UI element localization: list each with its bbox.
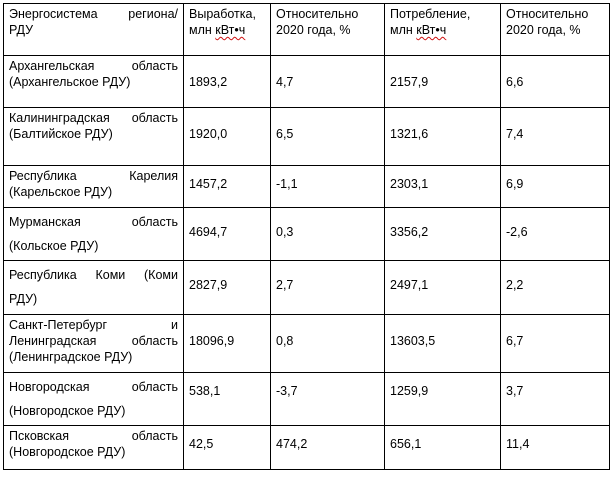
production-cell: 1920,0 [183, 107, 271, 166]
consumption-cell: 2497,1 [384, 260, 501, 315]
table-row: Республика Карелия (Карельское РДУ) 1457… [3, 165, 610, 208]
header-cell-production: Выработка, млн кВт•ч [183, 3, 271, 56]
consumption-change-cell: 6,7 [500, 314, 610, 373]
region-cell: Республика Коми (Коми РДУ) [3, 260, 184, 315]
production-cell: 42,5 [183, 425, 271, 470]
production-cell: 538,1 [183, 372, 271, 426]
consumption-change-cell: -2,6 [500, 207, 610, 261]
consumption-change-cell: 6,6 [500, 55, 610, 108]
consumption-cell: 3356,2 [384, 207, 501, 261]
production-change-cell: -1,1 [270, 165, 385, 208]
consumption-cell: 656,1 [384, 425, 501, 470]
production-change-cell: -3,7 [270, 372, 385, 426]
region-cell: Республика Карелия (Карельское РДУ) [3, 165, 184, 208]
production-cell: 1457,2 [183, 165, 271, 208]
header-row: Энергосистема региона/ РДУ Выработка, мл… [3, 3, 610, 56]
header-cell-region: Энергосистема региона/ РДУ [3, 3, 184, 56]
consumption-cell: 13603,5 [384, 314, 501, 373]
table-row: Новгородская область (Новгородское РДУ) … [3, 372, 610, 426]
region-cell: Псковская область (Новгородское РДУ) [3, 425, 184, 470]
energy-table: Энергосистема региона/ РДУ Выработка, мл… [3, 3, 610, 470]
production-change-cell: 2,7 [270, 260, 385, 315]
table-row: Мурманская область (Кольское РДУ) 4694,7… [3, 207, 610, 261]
table-row: Псковская область (Новгородское РДУ) 42,… [3, 425, 610, 470]
region-cell: Архангельская область (Архангельское РДУ… [3, 55, 184, 108]
header-cell-consumption: Потребление, млн кВт•ч [384, 3, 501, 56]
consumption-cell: 1259,9 [384, 372, 501, 426]
production-cell: 2827,9 [183, 260, 271, 315]
consumption-change-cell: 2,2 [500, 260, 610, 315]
consumption-change-cell: 7,4 [500, 107, 610, 166]
region-cell: Новгородская область (Новгородское РДУ) [3, 372, 184, 426]
table-row: Санкт-Петербург и Ленинградская область … [3, 314, 610, 373]
production-change-cell: 0,3 [270, 207, 385, 261]
production-change-cell: 4,7 [270, 55, 385, 108]
production-change-cell: 6,5 [270, 107, 385, 166]
production-change-cell: 474,2 [270, 425, 385, 470]
header-cell-consumption-change: Относительно 2020 года, % [500, 3, 610, 56]
production-cell: 18096,9 [183, 314, 271, 373]
consumption-cell: 2303,1 [384, 165, 501, 208]
production-cell: 4694,7 [183, 207, 271, 261]
table-row: Калининградская область (Балтийское РДУ)… [3, 107, 610, 166]
consumption-change-cell: 6,9 [500, 165, 610, 208]
header-cell-production-change: Относительно 2020 года, % [270, 3, 385, 56]
consumption-cell: 2157,9 [384, 55, 501, 108]
consumption-change-cell: 3,7 [500, 372, 610, 426]
consumption-change-cell: 11,4 [500, 425, 610, 470]
table-row: Архангельская область (Архангельское РДУ… [3, 55, 610, 108]
region-cell: Санкт-Петербург и Ленинградская область … [3, 314, 184, 373]
production-change-cell: 0,8 [270, 314, 385, 373]
table-row: Республика Коми (Коми РДУ) 2827,9 2,7 24… [3, 260, 610, 315]
consumption-cell: 1321,6 [384, 107, 501, 166]
production-cell: 1893,2 [183, 55, 271, 108]
region-cell: Калининградская область (Балтийское РДУ) [3, 107, 184, 166]
region-cell: Мурманская область (Кольское РДУ) [3, 207, 184, 261]
